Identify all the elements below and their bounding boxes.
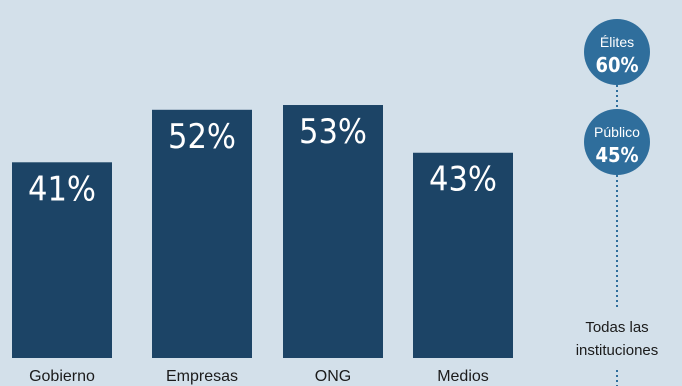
category-label-ong: ONG xyxy=(315,368,351,385)
bars-group: 41% Gobierno 52% Empresas 53% ONG 43% Medios xyxy=(12,105,513,385)
bar-value-label-empresas: 52% xyxy=(168,117,236,157)
bubble-name-publico: Público xyxy=(594,124,640,140)
bubble-value-publico: 45% xyxy=(595,143,638,167)
bar-value-label-gobierno: 41% xyxy=(28,169,96,209)
bubble-publico xyxy=(584,109,650,175)
bar-gobierno xyxy=(12,162,112,358)
bubble-elites xyxy=(584,19,650,85)
bar-ong xyxy=(283,105,383,358)
category-label-empresas: Empresas xyxy=(166,368,238,385)
bar-empresas xyxy=(152,109,252,358)
category-label-medios: Medios xyxy=(437,368,489,385)
bar-value-label-ong: 53% xyxy=(299,112,367,152)
bar-value-label-medios: 43% xyxy=(429,160,497,200)
all-institutions-label: Todas las instituciones xyxy=(576,319,659,359)
side-indicator: Élites 60% Público 45% Todas las institucione… xyxy=(576,19,659,386)
bar-medios xyxy=(413,152,513,358)
bubble-value-elites: 60% xyxy=(595,53,638,77)
bubble-name-elites: Élites xyxy=(600,34,634,50)
category-label-gobierno: Gobierno xyxy=(29,368,95,385)
